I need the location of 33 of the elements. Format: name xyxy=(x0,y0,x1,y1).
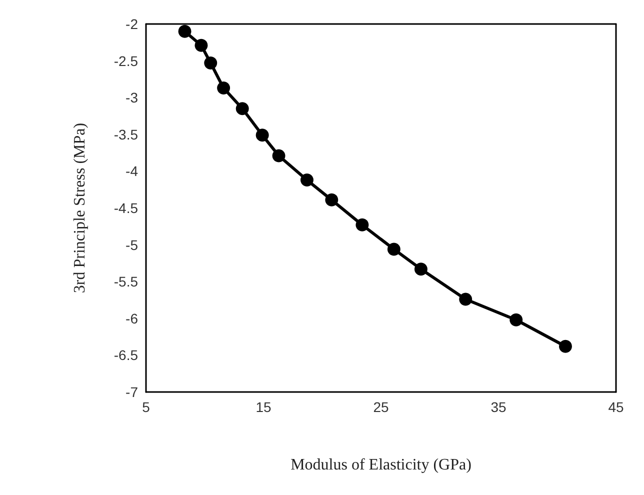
y-tick-label: -3 xyxy=(126,90,138,106)
y-tick-label: -6 xyxy=(126,310,138,326)
y-tick-label: -2 xyxy=(126,16,138,32)
y-tick-label: -3.5 xyxy=(114,126,138,142)
point xyxy=(510,313,523,326)
point xyxy=(459,292,472,306)
x-tick-label: 15 xyxy=(256,399,272,415)
point xyxy=(236,102,249,116)
point xyxy=(356,218,369,232)
y-tick-label: -4.5 xyxy=(114,200,138,216)
point xyxy=(204,56,218,70)
y-tick-label: -5 xyxy=(126,236,138,253)
x-tick-label: 5 xyxy=(142,399,150,415)
point xyxy=(414,262,428,276)
y-axis-title: 3rd Principle Stress (MPa) xyxy=(72,122,88,294)
y-tick-label: -4 xyxy=(126,163,138,180)
point xyxy=(325,193,338,206)
y-tick-label: -2.5 xyxy=(114,52,138,69)
x-axis-title: Modulus of Elasticity (GPa) xyxy=(290,456,472,474)
point xyxy=(194,38,208,52)
y-tick-label: -7 xyxy=(126,384,138,400)
y-tick-label: -6.5 xyxy=(114,347,138,364)
point xyxy=(558,340,572,353)
point xyxy=(300,174,314,187)
y-tick-label: -5.5 xyxy=(114,274,138,290)
point xyxy=(272,149,286,162)
point xyxy=(256,128,269,142)
x-tick-label: 35 xyxy=(490,399,506,415)
x-tick-label: 45 xyxy=(608,399,624,415)
point xyxy=(387,242,400,256)
point xyxy=(217,82,230,95)
point xyxy=(178,24,192,38)
x-tick-label: 25 xyxy=(373,399,389,415)
